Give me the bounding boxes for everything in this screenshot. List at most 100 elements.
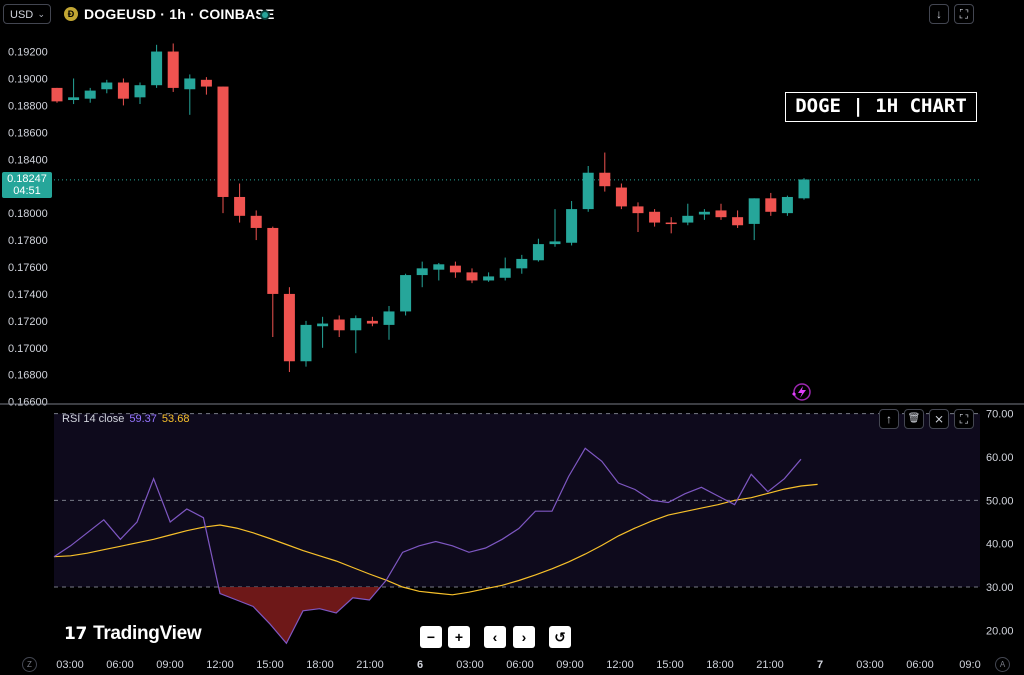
candle-body xyxy=(632,206,644,214)
candle xyxy=(781,195,793,216)
delete-icon[interactable]: 🗑 xyxy=(904,409,924,429)
candle-body xyxy=(267,227,279,294)
candle-body xyxy=(51,87,63,102)
candle-body xyxy=(449,265,461,273)
rsi-legend: RSI 14 close 59.37 53.68 xyxy=(62,413,189,425)
currency-select[interactable]: USD ⌄ xyxy=(3,4,51,24)
time-tick-label: 18:00 xyxy=(306,659,334,671)
rsi-tick-label: 40.00 xyxy=(986,539,1014,551)
price-tick-label: 0.19000 xyxy=(8,73,48,85)
candle xyxy=(283,287,295,373)
candle-body xyxy=(366,320,378,324)
candle-body xyxy=(283,293,295,362)
move-up-icon[interactable]: ↑ xyxy=(879,409,899,429)
time-tick-label: 21:00 xyxy=(756,659,784,671)
market-status-icon xyxy=(260,10,270,20)
time-tick-label: 03:00 xyxy=(56,659,84,671)
candle-body xyxy=(184,78,196,90)
candle-body xyxy=(582,172,594,210)
candle-body xyxy=(566,209,578,243)
candle-body xyxy=(599,172,611,187)
scroll-right-button[interactable]: › xyxy=(513,626,535,648)
tradingview-logo[interactable]: 17 TradingView xyxy=(64,623,202,645)
candle xyxy=(566,201,578,246)
maximize-pane-icon[interactable]: ⛶ xyxy=(954,409,974,429)
rsi-tick-label: 20.00 xyxy=(986,625,1014,637)
candle xyxy=(234,183,246,223)
zoom-out-button[interactable]: − xyxy=(420,626,442,648)
candle xyxy=(499,257,511,281)
candle xyxy=(682,203,694,226)
candle-body xyxy=(300,324,312,362)
tradingview-name: TradingView xyxy=(93,623,202,644)
candle xyxy=(317,316,329,348)
candle-body xyxy=(250,215,262,228)
time-tick-label: 12:00 xyxy=(606,659,634,671)
candle xyxy=(217,86,229,214)
time-tick-label: 7 xyxy=(817,659,823,671)
candle xyxy=(748,198,760,241)
price-tick-label: 0.17400 xyxy=(8,289,48,301)
candle xyxy=(134,82,146,105)
price-tick-label: 0.18600 xyxy=(8,127,48,139)
candle-body xyxy=(483,276,495,281)
timezone-toggle[interactable]: Z xyxy=(22,657,37,672)
candle-body xyxy=(383,311,395,325)
candle xyxy=(383,306,395,340)
candle xyxy=(151,44,163,88)
candle-body xyxy=(798,179,810,199)
candle-body xyxy=(649,211,661,223)
chart-label-box: DOGE | 1H CHART xyxy=(785,92,977,122)
candle xyxy=(200,77,212,95)
candle-body xyxy=(549,241,561,245)
candle-body xyxy=(167,51,179,88)
candle xyxy=(267,226,279,338)
rsi-value: 59.37 xyxy=(129,413,157,425)
symbol-title[interactable]: DOGEUSD · 1h · COINBASE xyxy=(84,6,275,22)
collapse-icon[interactable]: ⨯ xyxy=(929,409,949,429)
time-tick-label: 6 xyxy=(417,659,423,671)
scroll-left-button[interactable]: ‹ xyxy=(484,626,506,648)
currency-label: USD xyxy=(10,9,34,21)
candle xyxy=(632,202,644,232)
reset-chart-button[interactable]: ↺ xyxy=(549,626,571,648)
bar-countdown: 04:51 xyxy=(13,184,41,197)
candle xyxy=(184,74,196,115)
rsi-levels xyxy=(54,413,980,588)
auto-scale-toggle[interactable]: A xyxy=(995,657,1010,672)
time-tick-label: 09:00 xyxy=(556,659,584,671)
candle-body xyxy=(101,82,113,90)
rsi-tick-label: 60.00 xyxy=(986,452,1014,464)
time-axis: 03:00 06:00 09:00 12:00 15:00 18:00 21:00 6 03:0… xyxy=(56,659,980,671)
candle xyxy=(732,210,744,228)
price-tick-label: 0.17800 xyxy=(8,235,48,247)
time-tick-label: 18:00 xyxy=(706,659,734,671)
candle-body xyxy=(433,264,445,270)
rsi-axis: 70.00 60.00 50.00 40.00 30.00 20.00 xyxy=(986,409,1014,638)
candle xyxy=(449,261,461,278)
candle-body xyxy=(416,268,428,276)
chevron-down-icon: ⌄ xyxy=(37,9,45,19)
candle xyxy=(400,273,412,316)
candle-body xyxy=(117,82,129,99)
price-tick-label: 0.18800 xyxy=(8,100,48,112)
time-tick-label: 03:00 xyxy=(456,659,484,671)
candle-body xyxy=(665,222,677,225)
rsi-ma-line xyxy=(53,483,818,596)
price-tick-label: 0.17600 xyxy=(8,262,48,274)
candle-body xyxy=(615,187,627,207)
candle-body xyxy=(466,272,478,281)
rsi-legend-label[interactable]: RSI 14 close xyxy=(62,413,125,425)
zoom-in-button[interactable]: + xyxy=(448,626,470,648)
candle xyxy=(765,192,777,216)
fullscreen-icon[interactable]: ⛶ xyxy=(954,4,974,24)
candle xyxy=(350,315,362,354)
candle xyxy=(549,209,561,247)
candle xyxy=(333,315,345,338)
candles-layer xyxy=(51,43,810,373)
candle-body xyxy=(715,210,727,218)
download-icon[interactable]: ↓ xyxy=(929,4,949,24)
time-tick-label: 15:00 xyxy=(656,659,684,671)
price-tick-label: 0.18400 xyxy=(8,154,48,166)
